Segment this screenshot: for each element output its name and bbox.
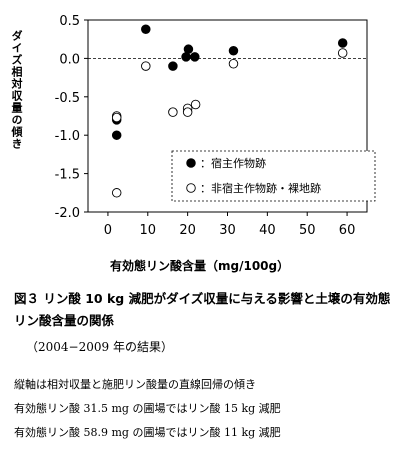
x-tick-label: 20 — [179, 223, 196, 238]
data-point-nonhost — [168, 107, 178, 117]
scatter-chart: 0.5 0.0 -0.5 -1.0 -1.5 -2.0 0 10 20 30 40 50 60 ：宿主作… — [55, 14, 376, 238]
y-tick-label: -1.5 — [55, 168, 80, 183]
figure-note: 有効態リン酸 31.5 mg の圃場ではリン酸 15 kg 減肥 — [14, 402, 281, 415]
data-point-host — [337, 38, 348, 48]
x-tick-label: 30 — [219, 223, 236, 238]
x-tick-label: 40 — [259, 223, 276, 238]
y-tick-label: -2.0 — [55, 206, 80, 221]
legend-label: ：宿主作物跡 — [200, 156, 266, 170]
data-points — [111, 24, 348, 198]
data-point-nonhost — [228, 59, 239, 69]
data-point-nonhost — [182, 107, 193, 117]
data-point-nonhost — [337, 48, 348, 58]
y-tick-label: 0.0 — [59, 52, 80, 67]
legend-marker — [186, 158, 196, 168]
data-point-nonhost — [111, 188, 122, 198]
figure-note: 有効態リン酸 58.9 mg の圃場ではリン酸 11 kg 減肥 — [14, 426, 281, 439]
legend-box — [171, 150, 376, 202]
tick-labels: 0.5 0.0 -0.5 -1.0 -1.5 -2.0 0 10 20 30 40 50 60 — [55, 14, 356, 238]
data-point-host — [190, 52, 200, 62]
data-point-nonhost — [111, 112, 122, 123]
data-point-host — [111, 130, 122, 140]
figure-title: 図３ リン酸 10 kg 減肥がダイズ収量に与える影響と土壌の有効態リン酸含量の… — [14, 291, 391, 328]
data-point-nonhost — [190, 99, 201, 110]
x-tick-label: 10 — [140, 223, 157, 238]
axes — [84, 19, 368, 216]
data-point-nonhost — [141, 61, 151, 71]
x-tick-label: 0 — [104, 223, 112, 238]
data-point-host — [228, 45, 239, 56]
x-tick-label: 60 — [339, 223, 356, 238]
legend: ：宿主作物跡 ：非宿主作物跡・裸地跡 — [171, 150, 376, 202]
figure-period: （2004−2009 年の結果） — [26, 340, 173, 354]
y-axis-label: ダイズ相対収量の傾き — [10, 30, 23, 150]
data-point-host — [183, 44, 194, 54]
figure-note: 縦軸は相対収量と施肥リン酸量の直線回帰の傾き — [14, 378, 256, 391]
data-point-host — [168, 61, 178, 71]
legend-label: ：非宿主作物跡・裸地跡 — [200, 181, 321, 195]
x-axis-label: 有効態リン酸含量（mg/100g） — [110, 259, 290, 273]
y-tick-label: 0.5 — [59, 14, 80, 29]
data-point-host — [141, 24, 151, 34]
y-tick-label: -1.0 — [55, 129, 80, 144]
x-tick-label: 50 — [299, 223, 316, 238]
y-tick-label: -0.5 — [55, 91, 80, 106]
legend-marker — [186, 183, 196, 193]
